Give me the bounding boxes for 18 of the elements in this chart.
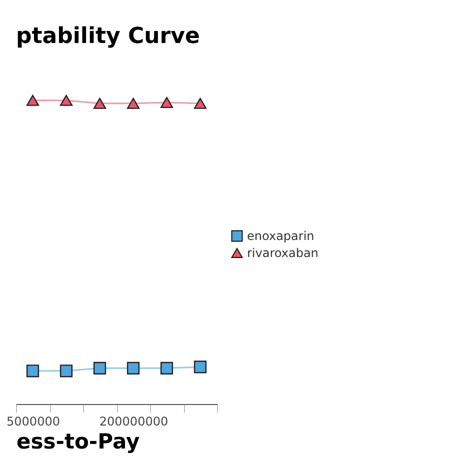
- point: [160, 96, 174, 108]
- x-tick-label: 200000000: [99, 414, 168, 428]
- point: [26, 364, 40, 378]
- point: [60, 364, 73, 378]
- point: [60, 94, 73, 106]
- point: [126, 362, 140, 374]
- point: [194, 98, 207, 109]
- chart-title: ptability Curve: [16, 24, 200, 49]
- legend-label: rivaroxaban: [247, 246, 318, 260]
- point: [194, 360, 207, 374]
- point: [26, 94, 40, 106]
- x-axis-title: ess-to-Pay: [16, 430, 140, 454]
- legend-label: enoxaparin: [247, 229, 314, 243]
- point: [93, 98, 106, 109]
- x-tick-label: 5000000: [6, 414, 60, 428]
- point: [93, 362, 106, 374]
- point: [126, 98, 140, 109]
- point: [160, 362, 174, 374]
